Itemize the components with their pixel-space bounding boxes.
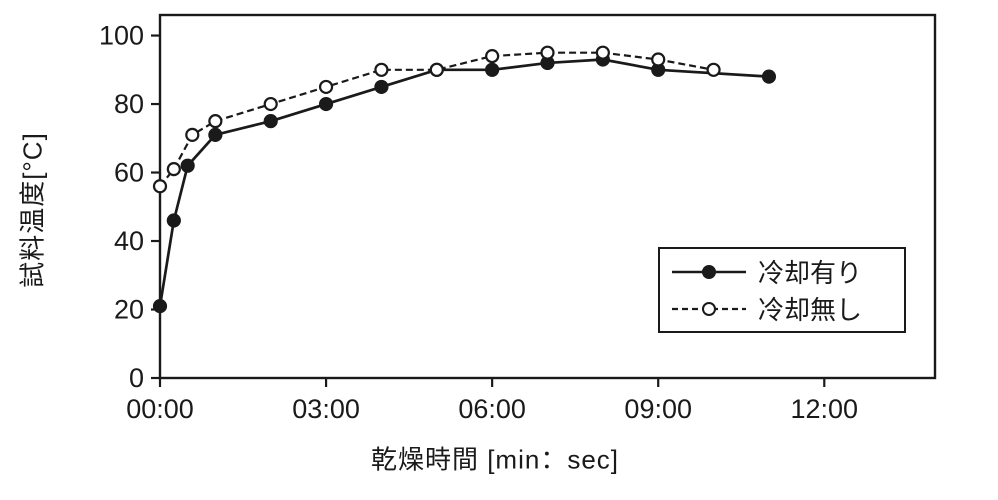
data-point-series-0	[263, 114, 278, 129]
data-point-series-0	[318, 96, 334, 112]
y-tick-label: 80	[114, 89, 144, 119]
y-tick-label: 60	[114, 158, 144, 188]
y-tick-label: 100	[99, 21, 144, 51]
data-point-series-1	[706, 62, 721, 77]
data-point-series-1	[166, 162, 181, 177]
data-point-series-0	[208, 127, 223, 142]
data-point-series-1	[540, 45, 555, 60]
x-tick-label: 00:00	[126, 394, 194, 424]
data-point-series-1	[374, 62, 389, 77]
x-tick-label: 12:00	[790, 394, 858, 424]
legend: 冷却有り 冷却無し	[658, 247, 906, 333]
solid-line-filled-marker-icon	[672, 264, 746, 279]
data-point-series-0	[485, 62, 500, 77]
data-point-series-0	[761, 69, 777, 84]
data-point-series-1	[595, 45, 610, 60]
data-point-series-0	[152, 298, 168, 314]
dashed-line-open-marker-icon	[672, 301, 746, 316]
data-point-series-1	[263, 96, 278, 112]
data-point-series-1	[651, 52, 666, 67]
data-point-series-0	[374, 79, 389, 95]
y-axis-label: 試料温度[°C]	[17, 132, 48, 288]
data-point-series-1	[429, 62, 444, 77]
x-tick-label: 06:00	[458, 394, 526, 424]
data-point-series-1	[152, 179, 168, 194]
data-point-series-1	[208, 114, 223, 129]
y-tick-label: 0	[129, 363, 144, 393]
plot-frame	[158, 13, 937, 380]
data-point-series-0	[180, 158, 195, 173]
legend-item-cooling-off: 冷却無し	[670, 290, 896, 327]
x-tick-label: 03:00	[292, 394, 360, 424]
legend-item-cooling-on: 冷却有り	[670, 253, 896, 290]
data-point-series-1	[185, 127, 200, 142]
data-point-series-0	[166, 213, 181, 228]
data-point-series-1	[485, 48, 500, 64]
x-tick-label: 09:00	[624, 394, 692, 424]
data-point-series-1	[318, 79, 334, 95]
y-tick-label: 40	[114, 226, 144, 256]
y-tick-label: 20	[114, 295, 144, 325]
legend-label-cooling-off: 冷却無し	[758, 295, 863, 325]
x-axis-label: 乾燥時間 [min：sec]	[370, 444, 620, 475]
legend-label-cooling-on: 冷却有り	[758, 258, 863, 288]
